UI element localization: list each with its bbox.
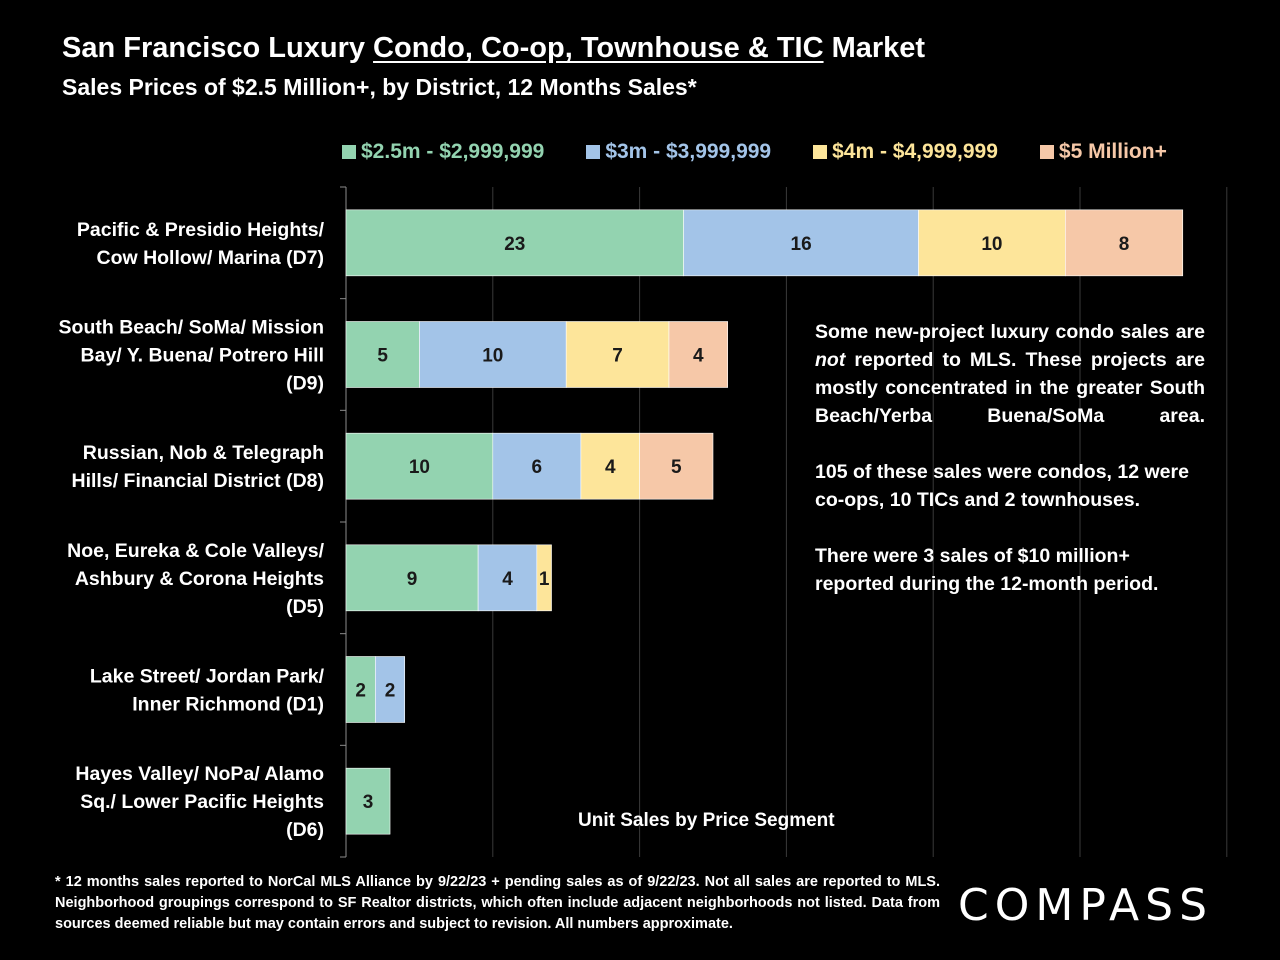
category-label: Sq./ Lower Pacific Heights bbox=[80, 791, 324, 813]
category-label: Bay/ Y. Buena/ Potrero Hill bbox=[81, 345, 324, 367]
category-label: (D6) bbox=[286, 819, 324, 841]
data-label: 1 bbox=[539, 569, 550, 590]
category-label: Russian, Nob & Telegraph bbox=[83, 442, 324, 464]
notes-panel: Some new-project luxury condo sales are … bbox=[815, 318, 1205, 626]
note-paragraph-1: Some new-project luxury condo sales are … bbox=[815, 321, 1205, 427]
legend-label: $3m - $3,999,999 bbox=[605, 140, 772, 163]
data-label: 5 bbox=[377, 346, 388, 367]
bar-segment bbox=[918, 209, 1066, 277]
data-label: 4 bbox=[693, 346, 704, 367]
data-label: 6 bbox=[532, 457, 543, 478]
legend-item-4: $5 Million+ bbox=[1039, 140, 1167, 164]
note-paragraph-3: There were 3 sales of $10 million+ repor… bbox=[815, 545, 1159, 595]
category-label: (D9) bbox=[286, 373, 324, 395]
data-label: 7 bbox=[612, 346, 623, 367]
legend-swatch bbox=[1039, 145, 1054, 159]
bar-segment bbox=[1065, 209, 1184, 277]
chart-legend: $2.5m - $2,999,999 $3m - $3,999,999 $4m - … bbox=[342, 140, 1167, 164]
data-label: 8 bbox=[1119, 234, 1130, 255]
bar-segment bbox=[668, 321, 728, 388]
bar-segment bbox=[477, 544, 538, 612]
data-label: 10 bbox=[482, 346, 503, 367]
category-label: Hayes Valley/ NoPa/ Alamo bbox=[75, 763, 324, 785]
legend-label: $5 Million+ bbox=[1058, 140, 1167, 163]
bar-segment bbox=[536, 544, 552, 612]
category-label: Noe, Eureka & Cole Valleys/ bbox=[67, 540, 324, 562]
data-label: 23 bbox=[504, 234, 525, 255]
bar-segment bbox=[375, 656, 406, 723]
legend-swatch bbox=[586, 145, 601, 159]
legend-label: $2.5m - $2,999,999 bbox=[361, 140, 545, 163]
bar-segment bbox=[683, 209, 919, 277]
category-label: Cow Hollow/ Marina (D7) bbox=[96, 247, 324, 269]
bar-segment bbox=[345, 767, 391, 835]
x-axis-title: Unit Sales by Price Segment bbox=[578, 810, 835, 831]
title-pre: San Francisco Luxury bbox=[62, 32, 374, 64]
page-subtitle: Sales Prices of $2.5 Million+, by Distri… bbox=[62, 74, 697, 100]
bar-segment bbox=[580, 432, 640, 500]
data-label: 10 bbox=[981, 234, 1002, 255]
category-label: Inner Richmond (D1) bbox=[132, 694, 324, 716]
legend-swatch bbox=[342, 145, 356, 159]
bar-segment bbox=[345, 432, 494, 500]
data-label: 16 bbox=[791, 234, 812, 255]
data-label: 3 bbox=[363, 792, 374, 813]
bar-segment bbox=[639, 432, 714, 500]
category-label: (D5) bbox=[286, 596, 324, 618]
legend-item-1: $2.5m - $2,999,999 bbox=[342, 140, 544, 164]
data-label: 2 bbox=[355, 681, 366, 702]
legend-swatch bbox=[813, 145, 828, 159]
data-label: 10 bbox=[409, 457, 430, 478]
footnote: * 12 months sales reported to NorCal MLS… bbox=[55, 874, 940, 932]
legend-item-2: $3m - $3,999,999 bbox=[586, 140, 771, 164]
note-paragraph-2: 105 of these sales were condos, 12 were … bbox=[815, 461, 1189, 511]
bar-segment bbox=[565, 321, 670, 388]
category-label: Lake Street/ Jordan Park/ bbox=[90, 666, 325, 688]
bar-segment bbox=[345, 544, 479, 612]
legend-label: $4m - $4,999,999 bbox=[832, 140, 998, 163]
category-label: South Beach/ SoMa/ Mission bbox=[59, 317, 324, 339]
data-label: 5 bbox=[671, 457, 682, 478]
title-underlined: Condo, Co-op, Townhouse & TIC bbox=[373, 32, 824, 64]
title-post: Market bbox=[823, 32, 926, 64]
data-label: 4 bbox=[605, 457, 616, 478]
data-label: 2 bbox=[385, 681, 396, 702]
bar-segment bbox=[419, 321, 567, 388]
legend-item-3: $4m - $4,999,999 bbox=[813, 140, 998, 164]
data-label: 9 bbox=[407, 569, 418, 590]
category-label: Ashbury & Corona Heights bbox=[75, 568, 324, 590]
bar-segment bbox=[345, 209, 684, 277]
category-label: Hills/ Financial District (D8) bbox=[72, 470, 324, 492]
bar-segment bbox=[345, 321, 420, 388]
data-label: 4 bbox=[502, 569, 513, 590]
bar-segment bbox=[345, 656, 376, 723]
page-title: San Francisco Luxury Condo, Co-op, Townh… bbox=[62, 32, 925, 65]
compass-logo: COMPASS bbox=[958, 880, 1213, 931]
category-label: Pacific & Presidio Heights/ bbox=[77, 219, 325, 241]
